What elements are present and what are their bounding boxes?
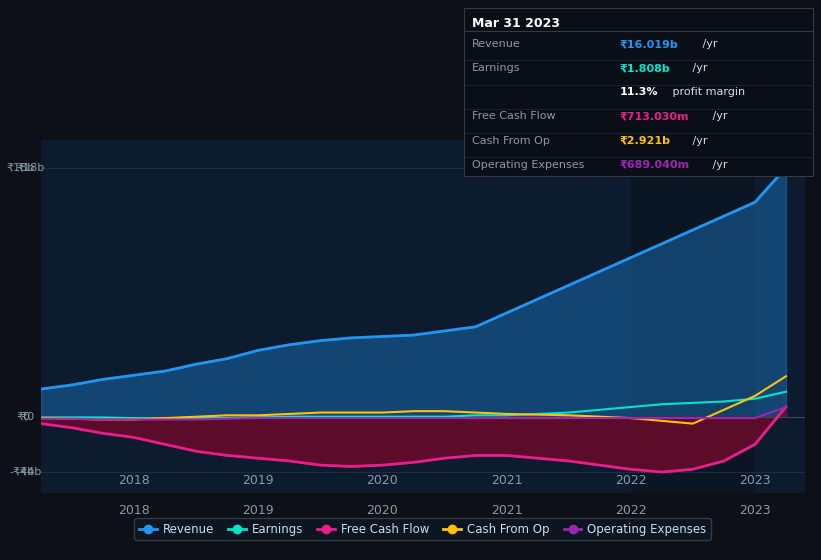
- Text: ₹713.030m: ₹713.030m: [620, 111, 690, 122]
- Text: ₹2.921b: ₹2.921b: [620, 136, 671, 146]
- Text: ₹18b: ₹18b: [16, 162, 44, 172]
- Text: 2021: 2021: [491, 504, 522, 517]
- Text: Free Cash Flow: Free Cash Flow: [472, 111, 556, 122]
- Text: 2020: 2020: [367, 504, 398, 517]
- Text: 2022: 2022: [615, 504, 647, 517]
- Text: 2023: 2023: [739, 474, 771, 487]
- Text: /yr: /yr: [709, 111, 727, 122]
- Text: Operating Expenses: Operating Expenses: [472, 160, 585, 170]
- Text: ₹18b: ₹18b: [7, 162, 34, 172]
- Text: 2022: 2022: [615, 474, 647, 487]
- Text: ₹0: ₹0: [16, 412, 30, 422]
- Text: 2020: 2020: [367, 474, 398, 487]
- Text: 2018: 2018: [118, 504, 150, 517]
- Text: 2019: 2019: [242, 504, 274, 517]
- Text: /yr: /yr: [699, 39, 718, 49]
- Text: ₹0: ₹0: [21, 412, 34, 422]
- Text: Mar 31 2023: Mar 31 2023: [472, 17, 560, 30]
- Text: ₹689.040m: ₹689.040m: [620, 160, 690, 170]
- Text: ₹16.019b: ₹16.019b: [620, 39, 679, 49]
- Text: ₹1.808b: ₹1.808b: [620, 63, 671, 73]
- Text: -₹4b: -₹4b: [16, 467, 42, 477]
- Text: 2023: 2023: [739, 504, 771, 517]
- Text: 2021: 2021: [491, 474, 522, 487]
- Bar: [631, 140, 755, 493]
- Text: 11.3%: 11.3%: [620, 87, 658, 97]
- Text: 2018: 2018: [118, 474, 150, 487]
- Text: 2019: 2019: [242, 474, 274, 487]
- Text: Revenue: Revenue: [472, 39, 521, 49]
- Text: profit margin: profit margin: [669, 87, 745, 97]
- Text: Cash From Op: Cash From Op: [472, 136, 550, 146]
- Text: /yr: /yr: [709, 160, 727, 170]
- Text: /yr: /yr: [689, 136, 708, 146]
- Legend: Revenue, Earnings, Free Cash Flow, Cash From Op, Operating Expenses: Revenue, Earnings, Free Cash Flow, Cash …: [135, 518, 711, 540]
- Text: /yr: /yr: [689, 63, 708, 73]
- Text: Earnings: Earnings: [472, 63, 521, 73]
- Text: -₹4b: -₹4b: [10, 467, 34, 477]
